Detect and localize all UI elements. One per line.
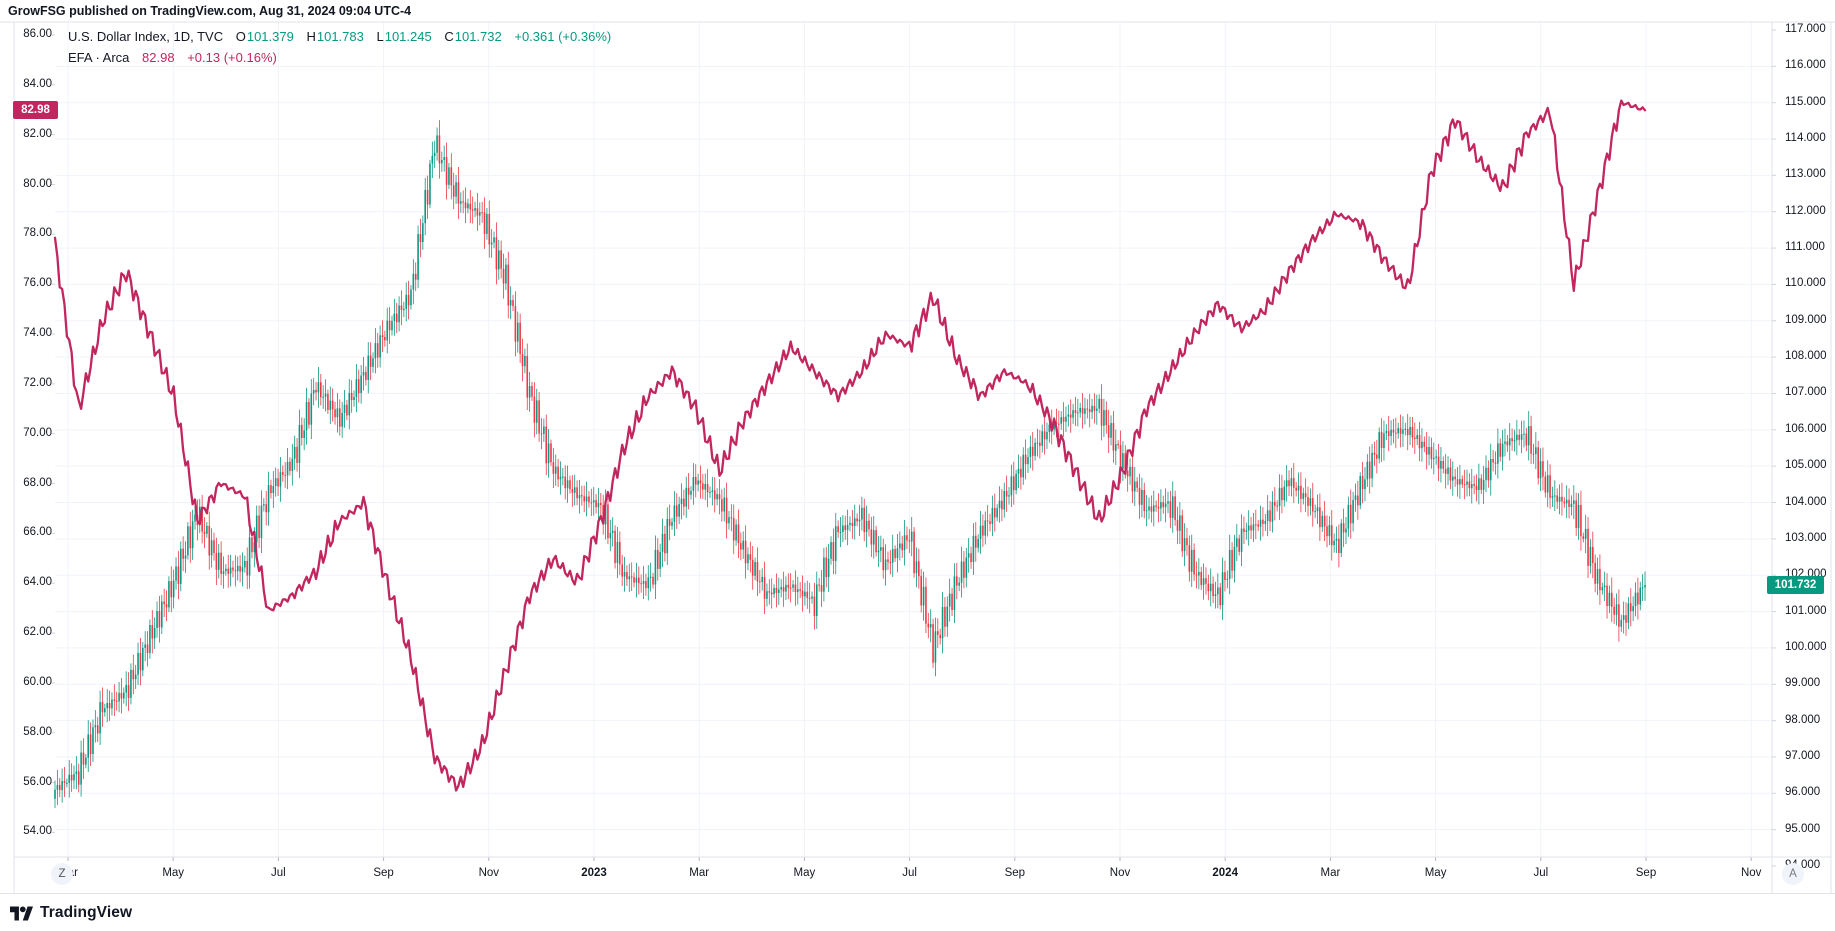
tradingview-brand-link[interactable]: TradingView [10,903,132,923]
left-axis-tick-label: 68.00 [23,476,52,489]
time-tick-label: Sep [1635,867,1657,879]
right-axis-tick-label: 104.000 [1785,495,1827,508]
change-value-dxy: +0.361 (+0.36%) [514,29,612,44]
time-tick-label: Sep [1004,867,1026,879]
ohlc-open-value: 101.379 [246,29,294,44]
right-axis-tick-label: 103.000 [1785,531,1827,544]
last-value-efa: 82.98 [142,50,175,65]
right-axis-tick-label: 109.000 [1785,313,1827,326]
right-axis-tick-label: 97.000 [1785,749,1821,762]
right-axis-tick-label: 108.000 [1785,350,1827,363]
left-axis-tick-label: 66.00 [23,526,52,539]
ohlc-open-label: O [235,29,246,44]
right-axis-tick-label: 116.000 [1785,59,1826,72]
left-axis-tick-label: 76.00 [23,277,52,290]
time-tick-label: Sep [373,867,394,879]
right-axis-tick-label: 95.000 [1785,822,1821,835]
right-axis-tick-label: 101.000 [1785,604,1827,617]
left-axis-tick-label: 72.00 [23,376,52,389]
time-tick-label: May [162,867,185,879]
right-axis-tick-label: 115.000 [1785,95,1826,108]
symbol-title-dxy: U.S. Dollar Index, 1D, TVC [68,29,224,44]
time-tick-label: Mar [1320,867,1341,879]
ohlc-close-label: C [444,29,454,44]
right-axis-tick-label: 112.000 [1785,204,1826,217]
left-axis-tick-label: 56.00 [23,775,52,788]
time-tick-label: Nov [1109,867,1131,879]
left-axis-tick-label: 58.00 [23,725,52,738]
right-axis-tick-label: 106.000 [1785,422,1827,435]
footer-bar: TradingView [0,893,1835,931]
attribution-text: GrowFSG published on TradingView.com, Au… [8,4,412,18]
efa-price-badge: 82.98 [13,101,58,120]
left-axis-tick-label: 70.00 [23,426,52,439]
time-axis[interactable]: Mar May Jul Sep Nov 2023 Mar May Jul Sep Nov 2024 Ma… [0,860,1835,893]
symbol-title-efa: EFA · Arca [68,50,130,65]
time-tick-label: May [1424,867,1447,879]
right-axis-tick-label: 96.000 [1785,786,1821,799]
legend-row-efa[interactable]: EFA · Arca 82.98 +0.13 (+0.16%) [68,50,277,65]
right-price-scale[interactable]: 117.000 116.000 115.000 114.000 113.000 112.0… [1779,0,1833,871]
time-tick-label: Jul [271,867,286,879]
ohlc-high-value: 101.783 [316,29,364,44]
right-axis-tick-label: 107.000 [1785,386,1827,399]
time-tick-label: Jul [902,867,917,879]
left-axis-tick-label: 60.00 [23,675,52,688]
left-axis-tick-label: 82.00 [23,127,52,140]
right-axis-tick-label: 105.000 [1785,459,1827,472]
right-axis-tick-label: 110.000 [1785,277,1826,290]
change-value-efa: +0.13 (+0.16%) [187,50,277,65]
right-axis-tick-label: 111.000 [1785,241,1825,254]
ohlc-low-label: L [376,29,384,44]
ohlc-low-value: 101.245 [384,29,432,44]
right-axis-tick-label: 117.000 [1785,23,1826,35]
auto-scale-button[interactable]: A [1782,863,1804,885]
right-axis-tick-label: 98.000 [1785,713,1821,726]
left-price-scale[interactable]: 86.00 84.00 82.00 80.00 78.00 76.00 74.00 72.00… [16,0,52,857]
legend-row-dxy[interactable]: U.S. Dollar Index, 1D, TVC O101.379 H101… [68,29,611,44]
timezone-button[interactable]: Z [51,863,73,885]
left-axis-tick-label: 64.00 [23,576,52,589]
time-tick-label: Mar [689,867,710,879]
left-axis-tick-label: 86.00 [23,28,52,40]
left-axis-tick-label: 80.00 [23,177,52,190]
time-tick-label: May [793,867,816,879]
ohlc-high-label: H [306,29,316,44]
time-tick-label: 2023 [581,867,607,879]
left-axis-tick-label: 78.00 [23,227,52,240]
tradingview-logo-icon [10,905,33,921]
time-tick-label: Nov [1740,867,1762,879]
left-axis-tick-label: 62.00 [23,626,52,639]
ohlc-close-value: 101.732 [454,29,502,44]
right-axis-tick-label: 99.000 [1785,677,1821,690]
tradingview-wordmark: TradingView [40,904,133,921]
time-tick-label: Nov [478,867,500,879]
right-axis-tick-label: 113.000 [1785,168,1826,181]
right-axis-tick-label: 100.000 [1785,640,1827,653]
right-axis-tick-label: 114.000 [1785,132,1826,145]
time-tick-label: 2024 [1212,867,1238,879]
left-axis-tick-label: 74.00 [23,327,52,340]
left-axis-tick-label: 54.00 [23,825,52,838]
left-axis-tick-label: 84.00 [23,77,52,90]
time-tick-label: Jul [1533,867,1549,879]
dxy-price-badge: 101.732 [1767,575,1824,594]
